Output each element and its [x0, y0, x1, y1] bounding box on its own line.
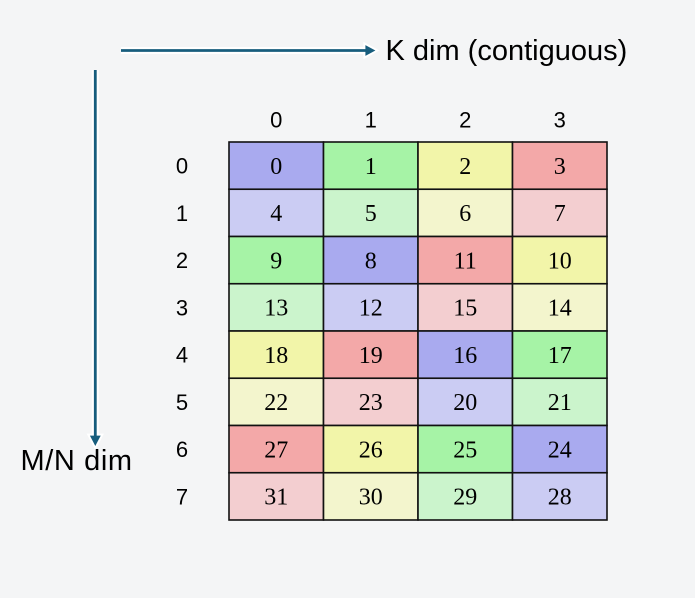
- svg-text:26: 26: [359, 437, 383, 463]
- svg-text:27: 27: [264, 437, 288, 463]
- svg-text:7: 7: [554, 201, 566, 227]
- svg-text:6: 6: [459, 201, 471, 227]
- svg-text:13: 13: [264, 296, 288, 322]
- svg-text:29: 29: [453, 485, 477, 511]
- svg-text:2: 2: [459, 108, 471, 133]
- svg-text:20: 20: [453, 390, 477, 416]
- svg-text:2: 2: [176, 248, 188, 273]
- svg-text:22: 22: [264, 390, 288, 416]
- svg-text:5: 5: [176, 390, 188, 415]
- svg-text:1: 1: [365, 154, 377, 180]
- svg-text:7: 7: [176, 484, 188, 509]
- svg-text:18: 18: [264, 343, 288, 369]
- svg-text:2: 2: [459, 154, 471, 180]
- svg-text:17: 17: [548, 343, 572, 369]
- svg-text:M/N dim: M/N dim: [21, 445, 133, 477]
- svg-text:31: 31: [264, 485, 288, 511]
- svg-text:23: 23: [359, 390, 383, 416]
- svg-text:5: 5: [365, 201, 377, 227]
- svg-text:25: 25: [453, 437, 477, 463]
- svg-text:K dim (contiguous): K dim (contiguous): [386, 35, 628, 67]
- svg-text:28: 28: [548, 485, 572, 511]
- svg-text:21: 21: [548, 390, 572, 416]
- svg-text:14: 14: [548, 296, 572, 322]
- svg-text:12: 12: [359, 296, 383, 322]
- svg-text:6: 6: [176, 437, 188, 462]
- svg-text:4: 4: [270, 201, 282, 227]
- svg-text:15: 15: [453, 296, 477, 322]
- svg-text:30: 30: [359, 485, 383, 511]
- svg-text:24: 24: [548, 437, 572, 463]
- svg-text:1: 1: [176, 201, 188, 226]
- svg-text:3: 3: [554, 108, 566, 133]
- svg-text:4: 4: [176, 343, 188, 368]
- svg-text:9: 9: [270, 248, 282, 274]
- svg-text:8: 8: [365, 248, 377, 274]
- svg-text:3: 3: [554, 154, 566, 180]
- svg-text:19: 19: [359, 343, 383, 369]
- svg-text:3: 3: [176, 295, 188, 320]
- svg-text:1: 1: [365, 108, 377, 133]
- svg-text:0: 0: [270, 108, 282, 133]
- svg-text:11: 11: [454, 248, 477, 274]
- svg-text:0: 0: [270, 154, 282, 180]
- svg-text:16: 16: [453, 343, 477, 369]
- svg-text:10: 10: [548, 248, 572, 274]
- svg-text:0: 0: [176, 154, 188, 179]
